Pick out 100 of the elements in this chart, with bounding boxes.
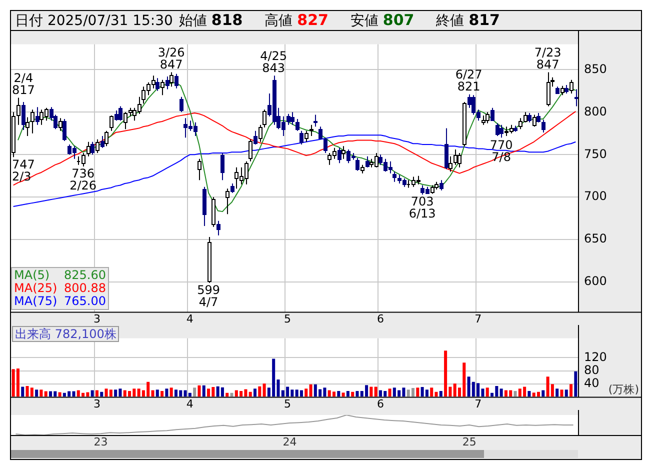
bar: [351, 392, 354, 397]
x-tick-label: 6: [376, 312, 384, 326]
bar: [156, 390, 159, 397]
text: 終値 817: [436, 11, 500, 29]
bar: [35, 390, 38, 397]
bar: [388, 388, 392, 397]
y-tick-label: 800: [584, 104, 607, 118]
candlestick: [310, 124, 314, 136]
bar: [30, 388, 34, 397]
candlestick: [454, 149, 458, 166]
bar: [309, 384, 312, 397]
bar: [486, 388, 489, 397]
bar: [570, 384, 573, 397]
x-tick-label: 5: [284, 312, 292, 326]
bar: [48, 391, 52, 397]
candlestick: [392, 171, 396, 182]
bar: [564, 390, 568, 397]
bar: [114, 390, 118, 397]
bar: [425, 390, 428, 397]
candlestick: [482, 115, 486, 126]
x-tick-label: 23: [94, 435, 108, 448]
text: MA(25) 800.88: [14, 281, 106, 295]
candlestick: [16, 97, 20, 126]
bar: [100, 392, 104, 397]
bar: [16, 368, 20, 397]
x-tick-label: 3: [93, 397, 100, 410]
bar: [109, 390, 112, 397]
annotation: 6/27 821: [455, 67, 482, 94]
x-tick-label: 24: [282, 435, 297, 448]
bar: [342, 392, 345, 397]
x-tick-label: 6: [376, 397, 384, 410]
bar: [332, 392, 336, 397]
annotation: 2/4 817: [12, 70, 35, 97]
candlestick: [160, 79, 164, 96]
text: 始値 818: [178, 11, 243, 29]
annotation: 599 4/7: [197, 283, 220, 310]
y-tick-label: 850: [584, 62, 607, 76]
bar: [514, 390, 517, 397]
y-tick-label: 700: [584, 189, 607, 204]
bar: [337, 390, 340, 397]
bar: [374, 386, 378, 397]
candlestick: [26, 116, 30, 136]
bar: [258, 386, 262, 397]
bar: [170, 388, 173, 397]
chart-title: 日付 2025/07/31 15:30: [15, 13, 173, 29]
candlestick: [314, 114, 318, 128]
text: 安値 807: [350, 11, 414, 29]
text: MA(5) 825.60: [14, 268, 106, 282]
candlestick: [448, 156, 452, 172]
candlestick: [226, 188, 230, 215]
bar: [207, 388, 210, 397]
bar: [444, 350, 448, 397]
x-tick-label: 3: [93, 312, 100, 326]
bar: [304, 388, 308, 397]
candlestick: [36, 106, 40, 126]
bar: [202, 385, 206, 397]
x-tick-label: 5: [284, 397, 292, 410]
annotation: 7/23 847: [534, 45, 562, 72]
annotation: 736 2/26: [70, 166, 97, 193]
candlestick: [30, 109, 34, 134]
candlestick: [574, 88, 578, 107]
x-tick-label: 4: [186, 397, 194, 410]
bar: [439, 390, 442, 397]
bar: [542, 390, 545, 397]
candlestick: [202, 186, 206, 226]
bar: [220, 387, 224, 397]
bar: [44, 391, 48, 397]
candlestick: [342, 146, 346, 160]
candlestick: [220, 152, 224, 181]
y-tick-label: 80: [584, 362, 600, 377]
bar: [95, 390, 98, 397]
bar: [198, 385, 201, 397]
bar: [536, 392, 540, 397]
candlestick: [22, 101, 26, 130]
x-tick-label: 25: [462, 435, 476, 448]
bar: [528, 390, 531, 397]
y-tick-label: 650: [584, 232, 607, 246]
bar: [370, 386, 373, 397]
bar: [416, 388, 420, 397]
candlestick: [290, 112, 294, 126]
bar: [165, 388, 168, 397]
bar: [193, 388, 196, 397]
bar: [574, 371, 578, 397]
y-axis-title: (万株): [608, 383, 639, 396]
bar: [500, 388, 503, 397]
text: 高値 827: [264, 11, 328, 29]
chart-title: 出来高 782,100株: [12, 326, 120, 342]
y-tick-label: 600: [584, 274, 607, 288]
candlestick: [444, 128, 448, 170]
bar: [556, 388, 559, 397]
bar: [230, 392, 234, 397]
bar: [21, 386, 24, 397]
annotation: 703 6/13: [408, 194, 436, 221]
y-tick-label: 120: [584, 350, 607, 364]
bar: [253, 388, 257, 397]
bar: [262, 383, 266, 397]
annotation: 3/26 847: [158, 45, 185, 72]
bar: [40, 390, 43, 397]
bar: [560, 390, 564, 397]
candlestick: [198, 158, 202, 181]
